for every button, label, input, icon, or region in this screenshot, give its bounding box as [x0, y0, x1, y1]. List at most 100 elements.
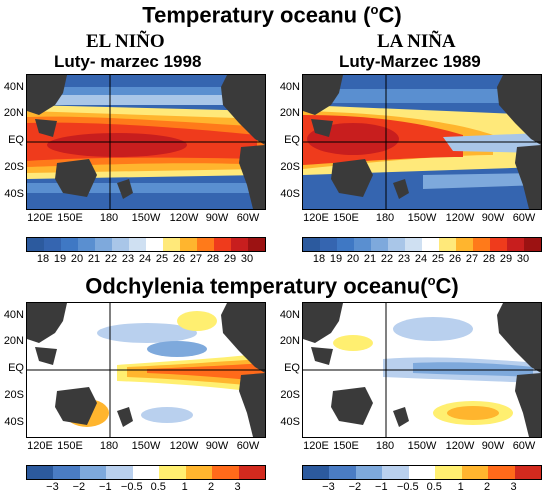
elnino-anomaly-lat-label: 40N	[3, 309, 24, 321]
colorbar-swatch	[303, 466, 330, 479]
elnino-anomaly-lon-label: 120E	[27, 440, 53, 452]
colorbar-tick-label: 18	[312, 253, 326, 265]
lanina-sst-lat-label: 40N	[279, 81, 300, 93]
lanina-anomaly-lon-label: 180	[375, 440, 395, 452]
colorbar-swatch	[212, 466, 239, 479]
colorbar-swatch	[214, 238, 231, 251]
lanina-anomaly-lon-label: 150E	[333, 440, 359, 452]
colorbar-swatch	[371, 238, 388, 251]
lanina-anomaly-lat-label: 40S	[280, 416, 300, 428]
colorbar-tick-label: 24	[138, 253, 152, 265]
colorbar-swatch	[439, 238, 456, 251]
colorbar-tick-label: 1	[457, 481, 464, 493]
colorbar-swatch	[354, 238, 371, 251]
colorbar-tick-label: 28	[206, 253, 220, 265]
colorbar-swatch	[461, 466, 489, 479]
colorbar-tick-label: 20	[346, 253, 360, 265]
lanina-sst-lon-label: 60W	[512, 212, 536, 224]
colorbar-tick-label: 27	[465, 253, 479, 265]
elnino-anomaly-lon-label: 150E	[57, 440, 83, 452]
colorbar-tick-label: −2	[72, 481, 86, 493]
colorbar-swatch	[524, 238, 541, 251]
lanina-sst-lon-label: 120W	[445, 212, 475, 224]
lanina-anomaly-lat-label: 20S	[280, 389, 300, 401]
colorbar-swatch	[132, 466, 160, 479]
lanina-anomaly-lon-label: 60W	[512, 440, 536, 452]
elnino-sst-lon-label: 150W	[131, 212, 161, 224]
elnino-sst-lon-label: 180	[99, 212, 119, 224]
colorbar-swatch	[146, 238, 163, 251]
colorbar-swatch	[473, 238, 490, 251]
colorbar-swatch	[248, 238, 265, 251]
colorbar-swatch	[27, 238, 44, 251]
lanina-sst-lon-label: 90W	[481, 212, 505, 224]
lanina-sst-lon-label: 180	[375, 212, 395, 224]
lanina-label: LA NIÑA	[377, 31, 456, 52]
elnino-anomaly-lat-label: EQ	[8, 362, 24, 374]
colorbar-tick-label: 25	[431, 253, 445, 265]
colorbar-swatch	[163, 238, 180, 251]
colorbar-swatch	[388, 238, 405, 251]
colorbar-tick-label: 0.5	[426, 481, 442, 493]
colorbar-tick-label: 2	[208, 481, 215, 493]
colorbar-swatch	[320, 238, 337, 251]
colorbar-tick-label: 26	[172, 253, 186, 265]
colorbar-tick-label: 30	[240, 253, 254, 265]
colorbar-tick-label: −0.5	[120, 481, 143, 493]
elnino-sst-lon-label: 120E	[27, 212, 53, 224]
colorbar-swatch	[405, 238, 422, 251]
colorbar-tick-label: −0.5	[396, 481, 419, 493]
colorbar-tick-label: 23	[397, 253, 411, 265]
colorbar-tick-label: 27	[189, 253, 203, 265]
colorbar-swatch	[197, 238, 214, 251]
colorbar-tick-label: 26	[448, 253, 462, 265]
colorbar-swatch	[27, 466, 54, 479]
top-title: Temperatury oceanu (oC)	[142, 2, 402, 28]
colorbar-swatch	[106, 466, 133, 479]
colorbar-swatch	[488, 466, 515, 479]
colorbar-tick-label: 30	[516, 253, 530, 265]
colorbar-tick-label: 18	[36, 253, 50, 265]
colorbar-tick-label: 29	[223, 253, 237, 265]
lanina-anomaly-lon-label: 120W	[445, 440, 475, 452]
colorbar-swatch	[490, 238, 507, 251]
colorbar-swatch	[185, 466, 213, 479]
lanina-sst-lat-label: 40S	[280, 188, 300, 200]
colorbar-swatch	[456, 238, 473, 251]
elnino-sst-lon-label: 60W	[236, 212, 260, 224]
colorbar-swatch	[507, 238, 524, 251]
colorbar-tick-label: 22	[380, 253, 394, 265]
lanina-anomaly-lat-label: EQ	[284, 362, 300, 374]
colorbar-swatch	[355, 466, 383, 479]
colorbar-tick-label: 28	[482, 253, 496, 265]
lanina-anomaly-lon-label: 120E	[303, 440, 329, 452]
lanina-anomaly-lat-label: 40N	[279, 309, 300, 321]
colorbar-swatch	[303, 238, 320, 251]
colorbar-swatch	[78, 238, 95, 251]
anomaly-colorbar-right	[302, 465, 542, 480]
elnino-anomaly-map	[26, 302, 266, 438]
colorbar-tick-label: −2	[348, 481, 362, 493]
lanina-anomaly-lat-label: 20N	[279, 335, 300, 347]
lanina-anomaly-lon-label: 90W	[481, 440, 505, 452]
colorbar-tick-label: 24	[414, 253, 428, 265]
elnino-anomaly-lon-label: 60W	[236, 440, 260, 452]
elnino-anomaly-lon-label: 150W	[131, 440, 161, 452]
colorbar-tick-label: 29	[499, 253, 513, 265]
colorbar-tick-label: −3	[322, 481, 335, 493]
colorbar-tick-label: 25	[155, 253, 169, 265]
lanina-anomaly-map	[302, 302, 542, 438]
colorbar-swatch	[231, 238, 248, 251]
colorbar-tick-label: 19	[53, 253, 67, 265]
colorbar-swatch	[435, 466, 462, 479]
elnino-sst-lat-label: 40S	[4, 188, 24, 200]
colorbar-tick-label: 21	[363, 253, 377, 265]
colorbar-tick-label: −1	[375, 481, 388, 493]
elnino-anomaly-lon-label: 90W	[205, 440, 229, 452]
colorbar-tick-label: 22	[104, 253, 118, 265]
elnino-anomaly-lat-label: 40S	[4, 416, 24, 428]
colorbar-tick-label: 23	[121, 253, 135, 265]
colorbar-swatch	[238, 466, 265, 479]
lanina-sst-lat-label: 20S	[280, 161, 300, 173]
elnino-anomaly-lat-label: 20N	[3, 335, 24, 347]
